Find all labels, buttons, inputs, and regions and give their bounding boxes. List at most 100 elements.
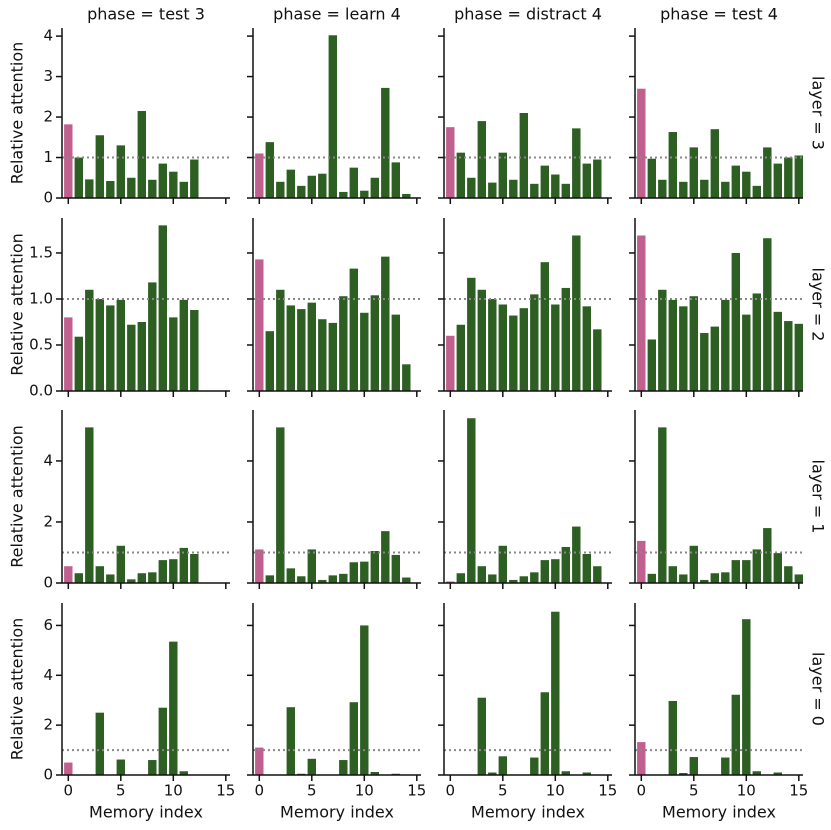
- bar: [668, 132, 677, 198]
- row-label: layer = 1: [809, 460, 828, 534]
- bar: [360, 561, 369, 583]
- bar: [179, 181, 188, 198]
- bar: [148, 572, 157, 583]
- y-tick-label: 2: [43, 108, 53, 126]
- bar: [297, 185, 306, 198]
- bar: [446, 581, 455, 583]
- bar: [773, 553, 782, 583]
- row-label: layer = 3: [809, 76, 828, 150]
- bar: [773, 311, 782, 391]
- bar: [752, 293, 761, 391]
- bar: [265, 331, 274, 391]
- bar: [360, 190, 369, 198]
- bar: [540, 692, 549, 775]
- bar: [127, 324, 136, 391]
- bar: [530, 183, 539, 198]
- bar: [158, 707, 167, 775]
- bar: [647, 339, 656, 391]
- bar: [64, 317, 73, 391]
- bar: [95, 298, 104, 391]
- bar: [456, 324, 465, 391]
- bar: [593, 159, 602, 198]
- bar: [148, 760, 157, 775]
- bar: [593, 329, 602, 391]
- bar: [561, 771, 570, 775]
- bar: [530, 572, 539, 583]
- bar: [784, 321, 793, 391]
- bar: [255, 153, 264, 198]
- x-tick-label: 15: [789, 782, 808, 800]
- bar: [572, 128, 581, 198]
- bar: [402, 577, 411, 583]
- y-tick-label: 0: [43, 766, 53, 784]
- bar: [467, 277, 476, 391]
- bar: [572, 526, 581, 583]
- x-axis-label: Memory index: [89, 803, 203, 822]
- bar: [519, 576, 528, 583]
- bar: [179, 299, 188, 391]
- bar: [530, 757, 539, 775]
- bar: [307, 758, 316, 775]
- y-tick-label: 4: [43, 451, 53, 469]
- bar: [85, 179, 94, 198]
- bar: [593, 566, 602, 583]
- bar: [349, 167, 358, 198]
- bar: [551, 304, 560, 391]
- bar: [488, 182, 497, 198]
- bar: [794, 155, 803, 198]
- bar: [391, 314, 400, 391]
- row-label: layer = 2: [809, 268, 828, 342]
- bar: [794, 574, 803, 583]
- bar: [328, 575, 337, 583]
- bar: [731, 694, 740, 775]
- bar: [349, 702, 358, 775]
- y-tick-label: 1.5: [29, 243, 53, 261]
- bar: [116, 759, 125, 775]
- bar: [349, 562, 358, 583]
- bar: [477, 697, 486, 775]
- bar: [148, 282, 157, 391]
- bar: [339, 191, 348, 198]
- bar: [658, 427, 667, 583]
- bar: [402, 364, 411, 391]
- y-tick-label: 2: [43, 512, 53, 530]
- bar: [498, 304, 507, 391]
- bar: [551, 174, 560, 198]
- bar: [370, 295, 379, 391]
- x-axis-label: Memory index: [471, 803, 585, 822]
- bar: [116, 545, 125, 583]
- x-tick-label: 10: [737, 782, 756, 800]
- bar: [742, 314, 751, 391]
- row-label: layer = 0: [809, 652, 828, 726]
- bar: [467, 418, 476, 583]
- bar: [721, 757, 730, 775]
- bar: [137, 110, 146, 198]
- bar: [158, 163, 167, 198]
- bar: [519, 113, 528, 198]
- bar: [582, 163, 591, 198]
- y-axis-label: Relative attention: [8, 42, 27, 185]
- bar: [127, 579, 136, 583]
- bar: [318, 579, 327, 583]
- bar: [391, 162, 400, 198]
- bar: [679, 773, 688, 775]
- bar: [582, 306, 591, 391]
- bar: [742, 560, 751, 583]
- bar: [488, 772, 497, 775]
- bar: [658, 179, 667, 198]
- bar: [179, 547, 188, 583]
- bar: [647, 573, 656, 583]
- bar: [710, 326, 719, 391]
- bar: [668, 566, 677, 583]
- bar: [318, 173, 327, 198]
- bar: [467, 177, 476, 198]
- bar: [190, 159, 199, 198]
- bar: [637, 742, 646, 775]
- panel-title: phase = learn 4: [273, 5, 401, 24]
- bar: [391, 554, 400, 583]
- bar: [763, 147, 772, 198]
- x-tick-label: 15: [598, 782, 617, 800]
- bar: [106, 181, 115, 198]
- bar: [658, 289, 667, 391]
- bar: [370, 550, 379, 583]
